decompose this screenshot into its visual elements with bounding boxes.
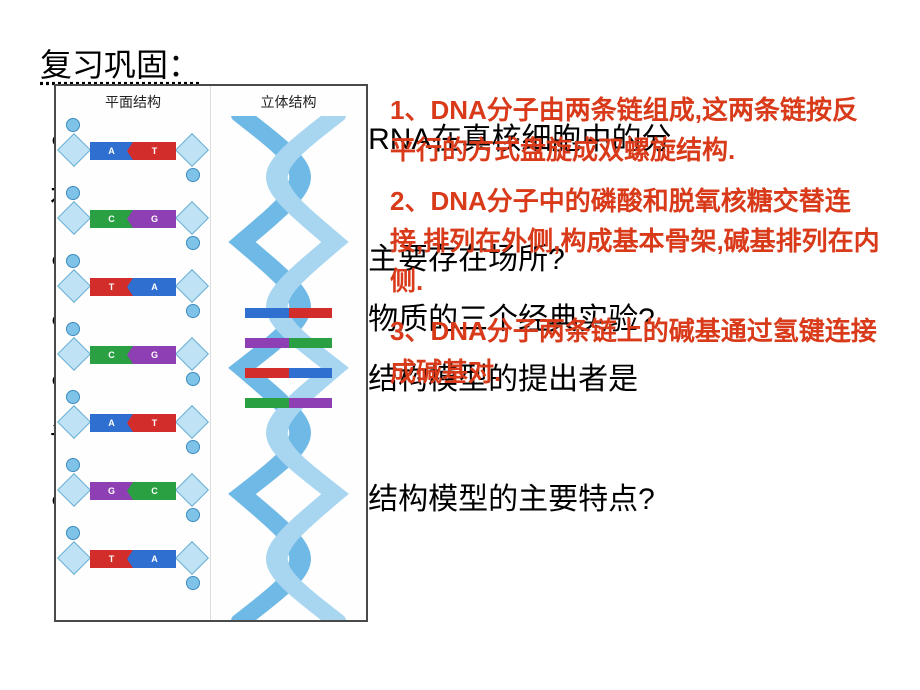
answer-point-1: 1、DNA分子由两条链组成,这两条链按反平行的方式盘旋成双螺旋结构. [390,90,880,171]
sugar-icon [57,201,91,235]
base-G: G [133,210,176,228]
base-C [245,398,288,408]
sugar-icon [175,405,209,439]
phosphate-icon [66,118,80,132]
helix-rung [245,398,332,408]
phosphate-icon [66,458,80,472]
ladder-rung: GC [56,456,210,524]
base-T [289,308,332,318]
dna-helix [211,116,366,620]
base-pair: AT [90,414,176,432]
ladder-rung: CG [56,184,210,252]
sugar-icon [175,337,209,371]
sugar-icon [57,133,91,167]
sugar-icon [175,473,209,507]
phosphate-icon [66,526,80,540]
phosphate-icon [186,304,200,318]
dna-diagram: 平面结构 ATCGTACGATGCTA 立体结构 [54,84,368,622]
sugar-icon [57,473,91,507]
base-pair: CG [90,346,176,364]
base-pair: AT [90,142,176,160]
sugar-icon [57,269,91,303]
sugar-icon [57,405,91,439]
base-A: A [133,278,176,296]
base-T [245,368,288,378]
base-pair: TA [90,550,176,568]
sugar-icon [57,337,91,371]
sugar-icon [175,269,209,303]
base-T: T [133,142,176,160]
ladder-rung: CG [56,320,210,388]
base-G [245,338,288,348]
base-A [245,308,288,318]
base-C: C [133,482,176,500]
phosphate-icon [66,390,80,404]
phosphate-icon [66,186,80,200]
base-T: T [133,414,176,432]
phosphate-icon [66,322,80,336]
ladder-rung: AT [56,116,210,184]
phosphate-icon [186,168,200,182]
base-G: G [133,346,176,364]
sugar-icon [175,133,209,167]
helix-rung [245,338,332,348]
planar-ladder: ATCGTACGATGCTA [56,116,210,592]
phosphate-icon [186,236,200,250]
helix-structure-panel: 立体结构 [211,86,366,620]
base-G [289,398,332,408]
base-pair: GC [90,482,176,500]
base-A: A [133,550,176,568]
slide: 复习巩固： ● 和RNA在真核细胞中的分 布 ● 的主要存在场所? ● 专物质的… [0,0,920,690]
base-pair: CG [90,210,176,228]
answer-point-2: 2、DNA分子中的磷酸和脱氧核糖交替连接,排列在外侧,构成基本骨架,碱基排列在内… [390,181,880,302]
base-pair: TA [90,278,176,296]
review-title: 复习巩固： [40,40,880,86]
phosphate-icon [186,372,200,386]
answer-overlay: 1、DNA分子由两条链组成,这两条链按反平行的方式盘旋成双螺旋结构. 2、DNA… [390,90,880,402]
ladder-rung: TA [56,524,210,592]
base-A [289,368,332,378]
ladder-rung: AT [56,388,210,456]
answer-point-3: 3、DNA分子两条链上的碱基通过氢键连接成碱基对. [390,311,880,392]
phosphate-icon [66,254,80,268]
sugar-icon [175,201,209,235]
sugar-icon [57,541,91,575]
planar-structure-panel: 平面结构 ATCGTACGATGCTA [56,86,211,620]
helix-rung [245,308,332,318]
sugar-icon [175,541,209,575]
helix-label: 立体结构 [211,92,366,112]
base-C [289,338,332,348]
phosphate-icon [186,440,200,454]
phosphate-icon [186,576,200,590]
phosphate-icon [186,508,200,522]
ladder-rung: TA [56,252,210,320]
planar-label: 平面结构 [56,92,210,112]
helix-rung [245,368,332,378]
